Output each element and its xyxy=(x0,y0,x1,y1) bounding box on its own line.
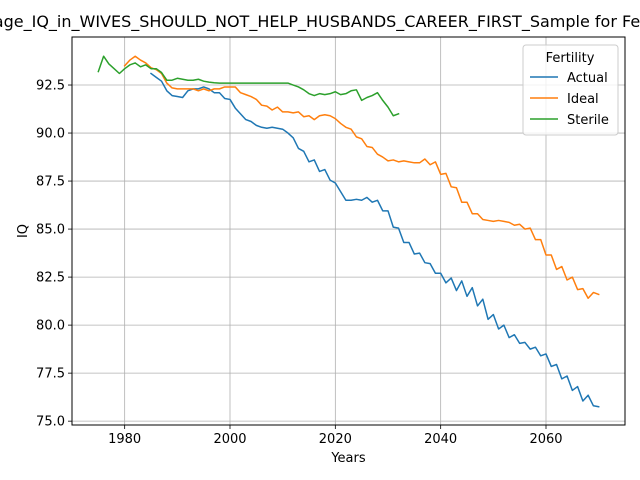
plot-area-frame xyxy=(71,36,626,426)
x-tick-label: 2040 xyxy=(424,432,457,447)
y-tick-label: 75.0 xyxy=(36,415,65,430)
legend-label-ideal: Ideal xyxy=(567,92,599,107)
y-tick-label: 77.5 xyxy=(36,367,65,382)
legend-title: Fertility xyxy=(546,51,595,66)
chart-title: Average_IQ_in_WIVES_SHOULD_NOT_HELP_HUSB… xyxy=(0,12,640,32)
series-line-ideal xyxy=(123,55,600,299)
y-tick-label: 80.0 xyxy=(36,319,65,334)
series-line-actual xyxy=(149,72,600,408)
legend-items: Actual Ideal Sterile xyxy=(530,71,609,128)
x-tick-label: 2000 xyxy=(213,432,246,447)
x-axis: 1980 2000 2020 2040 2060 xyxy=(108,425,563,447)
y-tick-label: 82.5 xyxy=(36,271,65,286)
x-tick-label: 2060 xyxy=(529,432,562,447)
y-tick-label: 85.0 xyxy=(36,223,65,238)
legend-label-actual: Actual xyxy=(567,71,608,86)
y-axis: 75.0 77.5 80.0 82.5 85.0 87.5 90.0 92.5 xyxy=(36,79,72,430)
legend-box xyxy=(522,44,619,136)
legend-label-sterile: Sterile xyxy=(567,113,609,128)
series-lines xyxy=(97,55,600,408)
x-tick-label: 2020 xyxy=(319,432,352,447)
series-line-sterile xyxy=(97,55,400,117)
y-tick-label: 90.0 xyxy=(36,127,65,142)
legend: Fertility Actual Ideal Sterile xyxy=(522,44,619,136)
y-tick-label: 87.5 xyxy=(36,175,65,190)
y-tick-label: 92.5 xyxy=(36,79,65,94)
x-axis-label: Years xyxy=(330,451,366,466)
y-axis-label: IQ xyxy=(16,224,31,238)
x-tick-label: 1980 xyxy=(108,432,141,447)
